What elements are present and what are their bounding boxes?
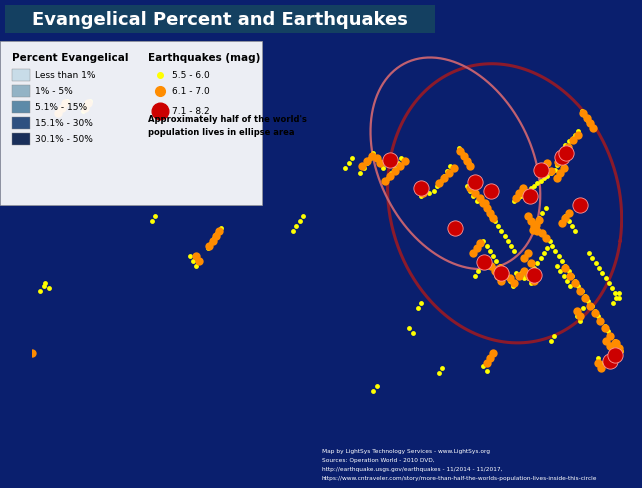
Bar — [12, 86, 30, 98]
Text: 15.1% - 30%: 15.1% - 30% — [35, 119, 93, 128]
Text: 7.1 - 8.2: 7.1 - 8.2 — [172, 107, 210, 116]
Text: 30.1% - 50%: 30.1% - 50% — [35, 135, 93, 144]
Text: https://www.cntraveler.com/story/more-than-half-the-worlds-population-lives-insi: https://www.cntraveler.com/story/more-th… — [322, 475, 598, 481]
Text: population lives in ellipse area: population lives in ellipse area — [148, 128, 295, 137]
Text: 1% - 5%: 1% - 5% — [35, 87, 73, 96]
Text: 5.5 - 6.0: 5.5 - 6.0 — [172, 71, 210, 81]
Text: 5.1% - 15%: 5.1% - 15% — [35, 103, 87, 112]
Text: Evangelical Percent and Earthquakes: Evangelical Percent and Earthquakes — [32, 11, 408, 29]
Text: Percent Evangelical: Percent Evangelical — [12, 53, 128, 63]
Text: Approximately half of the world's: Approximately half of the world's — [148, 115, 307, 124]
Bar — [12, 134, 30, 146]
Text: 6.1 - 7.0: 6.1 - 7.0 — [172, 87, 210, 96]
Bar — [12, 102, 30, 114]
Text: Earthquakes (mag): Earthquakes (mag) — [148, 53, 261, 63]
Text: Sources: Operation World - 2010 DVD,: Sources: Operation World - 2010 DVD, — [322, 458, 435, 463]
FancyBboxPatch shape — [5, 6, 435, 34]
Text: Less than 1%: Less than 1% — [35, 71, 96, 81]
Text: http://earthquake.usgs.gov/earthquakes - 11/2014 - 11/2017,: http://earthquake.usgs.gov/earthquakes -… — [322, 467, 503, 471]
Text: Map by LightSys Technology Services - www.LightSys.org: Map by LightSys Technology Services - ww… — [322, 448, 490, 453]
Bar — [12, 70, 30, 82]
FancyBboxPatch shape — [0, 42, 262, 205]
Bar — [12, 118, 30, 130]
